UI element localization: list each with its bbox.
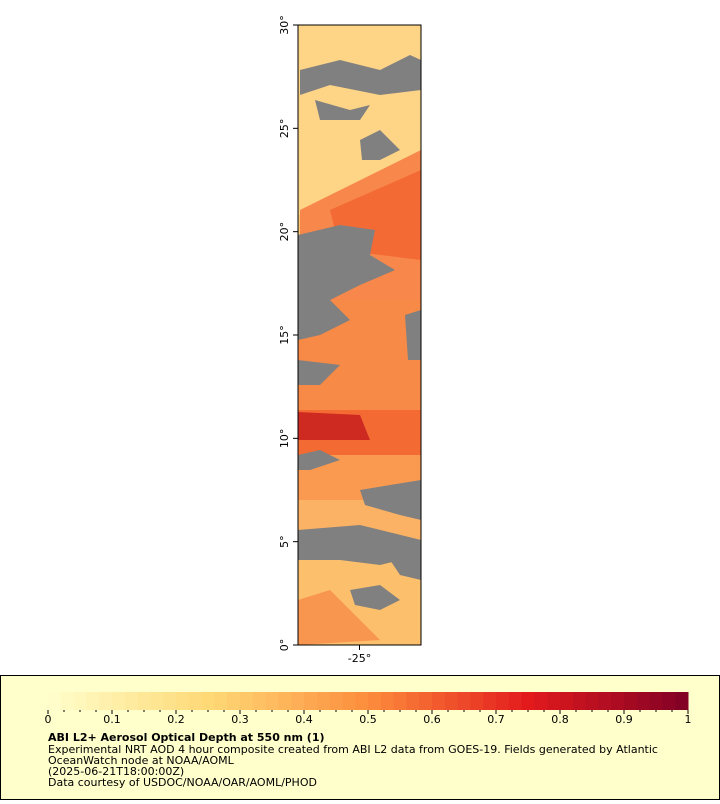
colorbar-segment bbox=[265, 692, 279, 710]
legend-description: Experimental NRT AOD 4 hour composite cr… bbox=[48, 743, 658, 756]
aod-imagery bbox=[298, 25, 421, 645]
colorbar-segment bbox=[316, 692, 331, 710]
colorbar-segment bbox=[470, 692, 484, 710]
colorbar-segment bbox=[624, 692, 638, 710]
colorbar-segment bbox=[188, 692, 203, 710]
colorbar-segment bbox=[598, 692, 612, 710]
colorbar-tick-label: 0.5 bbox=[359, 713, 377, 726]
colorbar-segment bbox=[342, 692, 356, 710]
colorbar-segment bbox=[99, 692, 113, 710]
legend-description: OceanWatch node at NOAA/AOML bbox=[48, 754, 235, 767]
colorbar-segment bbox=[355, 692, 369, 710]
colorbar-segment bbox=[304, 692, 318, 710]
colorbar-segment bbox=[201, 692, 215, 710]
colorbar-segment bbox=[457, 692, 471, 710]
colorbar-segment bbox=[124, 692, 139, 710]
colorbar-tick-label: 0.9 bbox=[615, 713, 633, 726]
colorbar-tick-label: 1 bbox=[685, 713, 692, 726]
y-tick-label: 25° bbox=[278, 119, 291, 139]
colorbar-tick-label: 0.4 bbox=[295, 713, 313, 726]
colorbar-segment bbox=[547, 692, 561, 710]
x-tick-label: -25° bbox=[348, 652, 371, 665]
colorbar-segment bbox=[675, 692, 689, 710]
colorbar-segment bbox=[521, 692, 535, 710]
colorbar-segment bbox=[278, 692, 292, 710]
colorbar-segment bbox=[176, 692, 190, 710]
colorbar-tick-label: 0.6 bbox=[423, 713, 441, 726]
colorbar-tick-label: 0.1 bbox=[103, 713, 121, 726]
colorbar-segment bbox=[496, 692, 510, 710]
colorbar-segment bbox=[86, 692, 100, 710]
colorbar-segment bbox=[662, 692, 676, 710]
colorbar-segment bbox=[419, 692, 433, 710]
colorbar-segment bbox=[406, 692, 420, 710]
colorbar-segment bbox=[227, 692, 241, 710]
y-tick-label: 30° bbox=[278, 15, 291, 35]
colorbar-segment bbox=[163, 692, 177, 710]
colorbar-segment bbox=[252, 692, 267, 710]
colorbar-segment bbox=[73, 692, 87, 710]
colorbar-segment bbox=[214, 692, 228, 710]
colorbar-segment bbox=[444, 692, 459, 710]
colorbar-tick-label: 0.8 bbox=[551, 713, 569, 726]
y-tick-label: 5° bbox=[278, 535, 291, 548]
legend-title: ABI L2+ Aerosol Optical Depth at 550 nm … bbox=[48, 731, 325, 744]
colorbar-segment bbox=[585, 692, 599, 710]
colorbar-segment bbox=[380, 692, 395, 710]
colorbar-segment bbox=[483, 692, 497, 710]
y-tick-label: 0° bbox=[278, 639, 291, 652]
colorbar-segment bbox=[48, 692, 62, 710]
legend-credit: Data courtesy of USDOC/NOAA/OAR/AOML/PHO… bbox=[48, 776, 317, 789]
colorbar-segment bbox=[240, 692, 254, 710]
colorbar-segment bbox=[636, 692, 651, 710]
colorbar-segment bbox=[150, 692, 164, 710]
colorbar-segment bbox=[137, 692, 151, 710]
colorbar-segment bbox=[534, 692, 548, 710]
colorbar-segment bbox=[368, 692, 382, 710]
y-tick-label: 20° bbox=[278, 222, 291, 242]
colorbar-segment bbox=[649, 692, 663, 710]
colorbar-segment bbox=[291, 692, 305, 710]
colorbar-segment bbox=[393, 692, 407, 710]
colorbar-segment bbox=[560, 692, 574, 710]
colorbar-tick-label: 0.7 bbox=[487, 713, 505, 726]
colorbar-segment bbox=[508, 692, 523, 710]
colorbar-segment bbox=[112, 692, 126, 710]
colorbar-tick-label: 0.3 bbox=[231, 713, 249, 726]
colorbar-segment bbox=[60, 692, 75, 710]
legend-time: (2025-06-21T18:00:00Z) bbox=[48, 765, 184, 778]
y-tick-label: 10° bbox=[278, 429, 291, 449]
colorbar-tick-label: 0.2 bbox=[167, 713, 185, 726]
colorbar-segment bbox=[572, 692, 587, 710]
colorbar-segment bbox=[329, 692, 343, 710]
colorbar-tick-label: 0 bbox=[45, 713, 52, 726]
colorbar-segment bbox=[611, 692, 625, 710]
y-tick-label: 15° bbox=[278, 325, 291, 345]
colorbar-segment bbox=[432, 692, 446, 710]
